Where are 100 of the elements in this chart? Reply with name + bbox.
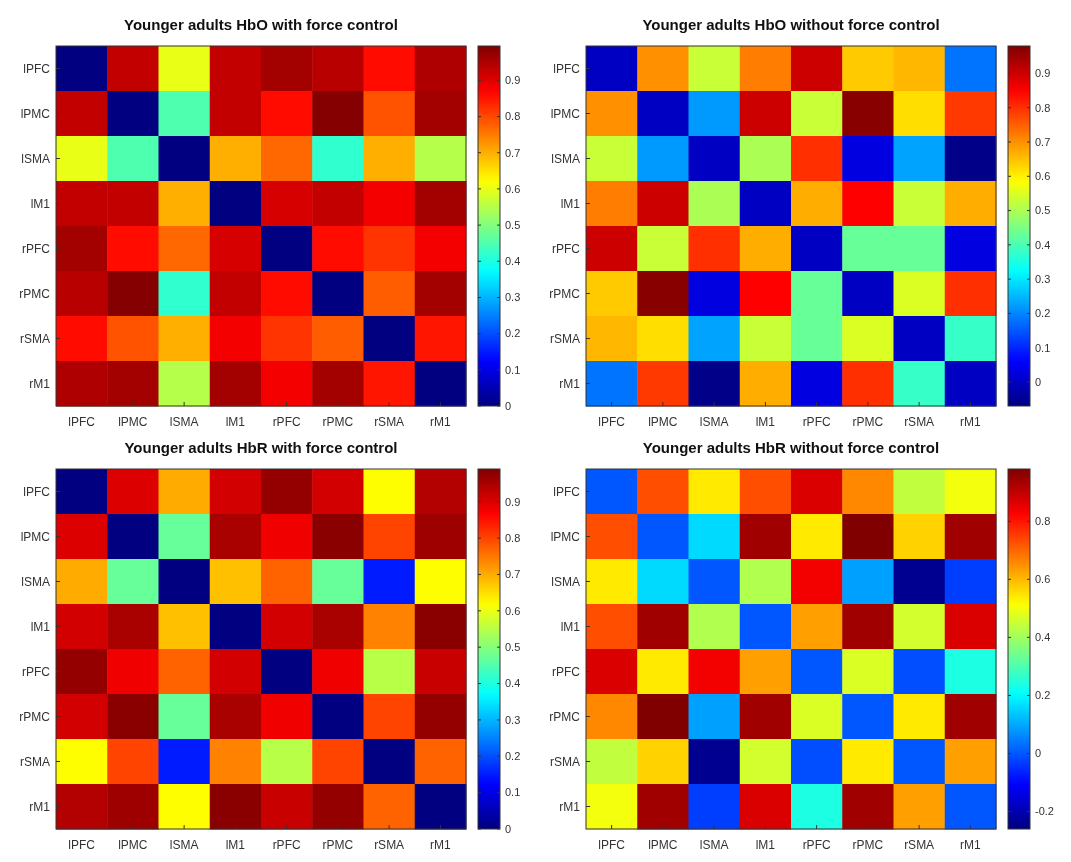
x-tick-label: lM1: [755, 838, 776, 852]
x-tick-label: lSMA: [169, 415, 199, 429]
x-tick-label: rPFC: [802, 415, 831, 429]
color-bar-label: 0.8: [1035, 515, 1051, 528]
color-bar-label: 0.5: [1035, 204, 1051, 217]
y-tick-label: lM1: [30, 196, 51, 211]
x-tick-label: rSMA: [904, 415, 935, 429]
color-bar-label: 0.6: [505, 604, 521, 617]
x-tick-label: rSMA: [374, 838, 405, 852]
color-bar-label: 0.5: [505, 218, 521, 231]
x-tick-label: lPMC: [648, 838, 678, 852]
y-tick-label: rM1: [29, 376, 51, 391]
color-bar-label: 0.6: [1035, 170, 1051, 183]
x-tick-label: lPFC: [598, 415, 626, 429]
color-bar-label: 0.6: [505, 182, 521, 195]
y-tick-label: lM1: [560, 619, 581, 634]
color-bar-label: 0: [505, 399, 512, 412]
y-tick-label: rPMC: [19, 286, 51, 301]
x-tick-label: lM1: [225, 838, 246, 852]
color-bar-label: 0.7: [1035, 135, 1051, 148]
color-bar-label: 0.5: [505, 641, 521, 654]
color-bar-label: 0: [1035, 375, 1042, 388]
x-tick-label: lSMA: [169, 838, 199, 852]
y-tick-label: rPFC: [22, 241, 51, 256]
y-tick-label: rPMC: [549, 286, 581, 301]
color-bar-label: 0.1: [1035, 341, 1051, 354]
chart-title: Younger adults HbO with force control: [124, 16, 398, 33]
color-bar-label: -0.2: [1035, 805, 1054, 818]
x-tick-label: lPFC: [68, 838, 96, 852]
color-bar-label: 0.8: [505, 110, 521, 123]
color-bar-label: 0.4: [1035, 238, 1051, 251]
color-bar-label: 0.3: [505, 713, 521, 726]
y-tick-label: lM1: [30, 619, 51, 634]
y-tick-label: lSMA: [551, 151, 580, 166]
y-tick-label: rPFC: [22, 664, 51, 679]
color-bar-label: 0.2: [1035, 307, 1051, 320]
color-bar-label: 0.8: [1035, 101, 1051, 114]
y-tick-label: rPFC: [552, 664, 581, 679]
y-tick-label: lM1: [560, 196, 581, 211]
color-bar-label: 0.3: [1035, 272, 1051, 285]
y-tick-label: rSMA: [20, 754, 50, 769]
color-bar-label: 0.4: [1035, 631, 1051, 644]
color-bar-label: 0.7: [505, 146, 521, 159]
color-bar-label: 0.9: [505, 74, 521, 87]
chart-title: Younger adults HbO without force control: [642, 16, 940, 33]
x-tick-label: lPMC: [118, 415, 148, 429]
color-bar-label: 0.8: [505, 531, 521, 544]
y-tick-label: rM1: [29, 799, 51, 814]
y-tick-label: lPMC: [550, 529, 581, 544]
color-bar-label: 0.4: [505, 677, 521, 690]
y-tick-label: rM1: [559, 799, 581, 814]
y-tick-label: lSMA: [21, 151, 50, 166]
color-bar-label: 0.6: [1035, 573, 1051, 586]
x-tick-label: rM1: [430, 415, 452, 429]
x-tick-label: rPFC: [272, 838, 301, 852]
color-bar-label: 0.1: [505, 786, 521, 799]
y-tick-label: lPMC: [20, 529, 51, 544]
x-tick-label: rM1: [430, 838, 452, 852]
x-tick-label: rSMA: [374, 415, 405, 429]
y-tick-label: lPFC: [553, 61, 581, 76]
y-tick-label: rSMA: [550, 331, 580, 346]
y-tick-label: lPFC: [23, 484, 51, 499]
x-tick-label: rPFC: [272, 415, 301, 429]
y-tick-label: rSMA: [20, 331, 50, 346]
y-tick-label: lPMC: [20, 106, 51, 121]
color-bar-label: 0.9: [1035, 67, 1051, 80]
y-tick-label: rSMA: [550, 754, 580, 769]
x-tick-label: lPFC: [68, 415, 96, 429]
x-tick-label: rPFC: [802, 838, 831, 852]
x-tick-label: rM1: [960, 838, 982, 852]
x-tick-label: rPMC: [322, 415, 354, 429]
chart-title: Younger adults HbR with force control: [124, 439, 398, 456]
y-tick-label: rPMC: [549, 709, 581, 724]
y-tick-label: lSMA: [21, 574, 50, 589]
x-tick-label: lM1: [225, 415, 246, 429]
x-tick-label: lPFC: [598, 838, 626, 852]
color-bar-label: 0.2: [505, 327, 521, 340]
x-tick-label: rPMC: [322, 838, 354, 852]
chart-title: Younger adults HbR without force control: [642, 439, 940, 456]
color-bar-label: 0.2: [1035, 689, 1051, 702]
color-bar-label: 0.3: [505, 291, 521, 304]
color-bar-label: 0.1: [505, 363, 521, 376]
color-bar-label: 0.9: [505, 495, 521, 508]
y-tick-label: lPFC: [23, 61, 51, 76]
color-bar-label: 0.2: [505, 750, 521, 763]
color-bar-label: 0.4: [505, 255, 521, 268]
x-tick-label: lM1: [755, 415, 776, 429]
x-tick-label: rM1: [960, 415, 982, 429]
y-tick-label: rPMC: [19, 709, 51, 724]
x-tick-label: rPMC: [852, 838, 884, 852]
color-bar-label: 0.7: [505, 568, 521, 581]
x-tick-label: lPMC: [648, 415, 678, 429]
color-bar-label: 0: [505, 822, 512, 835]
x-tick-label: rPMC: [852, 415, 884, 429]
y-tick-label: lSMA: [551, 574, 580, 589]
x-tick-label: lSMA: [699, 415, 729, 429]
y-tick-label: rM1: [559, 376, 581, 391]
color-bar-label: 0: [1035, 747, 1042, 760]
x-tick-label: rSMA: [904, 838, 935, 852]
x-tick-label: lPMC: [118, 838, 148, 852]
